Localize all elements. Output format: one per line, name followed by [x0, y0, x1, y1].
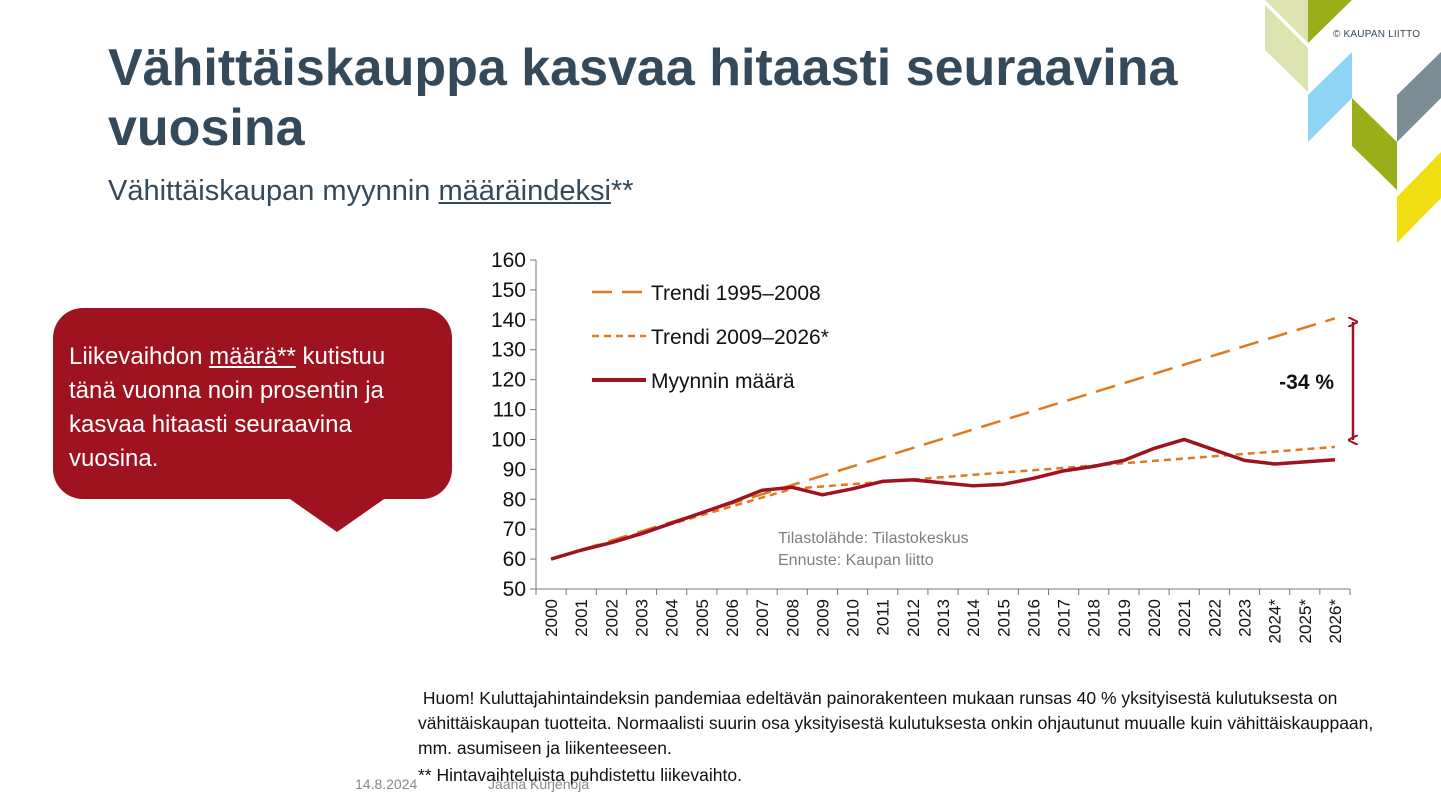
subtitle-underlined-term: määräindeksi [438, 175, 611, 207]
footnote: ** Hintavaihteluista puhdistettu liikeva… [418, 765, 742, 785]
x-tick-label: 2000 [542, 599, 561, 637]
note-text: Huom! Kuluttajahintaindeksin pandemiaa e… [418, 688, 1374, 758]
x-tick-label: 2019 [1115, 599, 1134, 637]
sales-volume-line [550, 437, 1336, 561]
y-tick-label: 110 [493, 399, 526, 422]
y-tick-label: 100 [491, 428, 526, 451]
x-tick-label: 2021 [1175, 599, 1194, 637]
x-tick-label: 2009 [813, 599, 832, 637]
sales-volume-chart: 50 60 70 80 90 100 110 120 130 140 150 160 2000 2001 2… [491, 249, 1360, 644]
deco-gray-1 [1397, 52, 1441, 142]
chart-legend: Trendi 1995–2008 Trendi 2009–2026* Myynnin… [592, 282, 829, 393]
y-tick-label: 90 [503, 458, 526, 481]
corner-decoration [1265, 0, 1441, 243]
x-tick-label: 2010 [844, 599, 863, 637]
x-tick-label: 2002 [602, 599, 621, 637]
copyright-label: © KAUPAN LIITTO [1333, 29, 1421, 40]
chart-annotations: -34 % Tilastolähde: Tilastokeskus Ennuste:… [778, 322, 1353, 569]
deco-green-2 [1352, 98, 1397, 190]
y-tick-label: 80 [503, 488, 526, 511]
y-tick-label: 60 [503, 548, 526, 571]
callout-text-2: kutistuu tänä vuonna noin prosentin ja k… [69, 343, 386, 472]
deco-lime-1 [1265, 0, 1308, 43]
footer-author: Jaana Kurjenoja [488, 776, 590, 792]
callout-box: Liikevaihdon määrä** kutistuu tänä vuonn… [53, 308, 452, 499]
y-tick-label: 150 [491, 279, 526, 302]
x-tick-label: 2016 [1024, 599, 1043, 637]
x-tick-label: 2015 [994, 599, 1013, 637]
y-tick-label: 160 [491, 249, 526, 272]
x-tick-label: 2024* [1266, 599, 1285, 644]
source-label: Tilastolähde: Tilastokeskus [778, 530, 969, 547]
legend-label: Trendi 2009–2026* [651, 326, 829, 349]
chart-series [550, 317, 1336, 561]
x-tick-label: 2025* [1296, 599, 1315, 644]
x-tick-label: 2013 [934, 599, 953, 637]
page-title: Vähittäiskauppa kasvaa hitaasti seuraavi… [108, 39, 1178, 157]
callout-pointer [287, 497, 387, 532]
y-tick-label: 140 [491, 309, 526, 332]
source-label: Ennuste: Kaupan liitto [778, 552, 934, 569]
y-tick-label: 50 [503, 578, 526, 601]
note-paragraph: Huom! Kuluttajahintaindeksin pandemiaa e… [418, 686, 1378, 761]
subtitle-prefix: Vähittäiskaupan myynnin [108, 175, 439, 207]
x-tick-label: 2018 [1085, 599, 1104, 637]
x-tick-label: 2007 [753, 599, 772, 637]
legend-label: Myynnin määrä [651, 370, 795, 393]
page-subtitle: Vähittäiskaupan myynnin määräindeksi** [108, 175, 634, 208]
difference-label: -34 % [1279, 371, 1334, 394]
x-tick-label: 2026* [1326, 599, 1345, 644]
x-tick-label: 2017 [1055, 599, 1074, 637]
x-tick-label: 2023 [1235, 599, 1254, 637]
deco-yellow-1 [1397, 152, 1441, 243]
chart-axes: 50 60 70 80 90 100 110 120 130 140 150 160 2000 2001 2… [491, 249, 1351, 644]
callout-text-1: Liikevaihdon [69, 343, 210, 370]
callout-underlined-term: määrä** [209, 343, 296, 370]
trend-2009-2026-line [550, 445, 1336, 561]
deco-lime-2 [1265, 5, 1308, 92]
x-tick-label: 2004 [663, 599, 682, 637]
x-tick-label: 2022 [1205, 599, 1224, 637]
y-tick-label: 130 [491, 339, 526, 362]
y-tick-label: 120 [491, 369, 526, 392]
x-tick-label: 2014 [964, 599, 983, 637]
x-tick-label: 2012 [904, 599, 923, 637]
deco-green-1 [1308, 0, 1352, 43]
x-tick-label: 2001 [572, 599, 591, 637]
x-tick-label: 2008 [783, 599, 802, 637]
subtitle-suffix: ** [610, 175, 634, 207]
x-tick-label: 2011 [874, 599, 893, 636]
deco-blue-1 [1308, 52, 1352, 142]
x-tick-label: 2006 [723, 599, 742, 637]
footer-date: 14.8.2024 [355, 776, 418, 792]
x-tick-label: 2003 [633, 599, 652, 637]
x-tick-label: 2020 [1145, 599, 1164, 637]
legend-label: Trendi 1995–2008 [651, 282, 821, 305]
y-tick-label: 70 [503, 518, 526, 541]
x-tick-label: 2005 [693, 599, 712, 637]
